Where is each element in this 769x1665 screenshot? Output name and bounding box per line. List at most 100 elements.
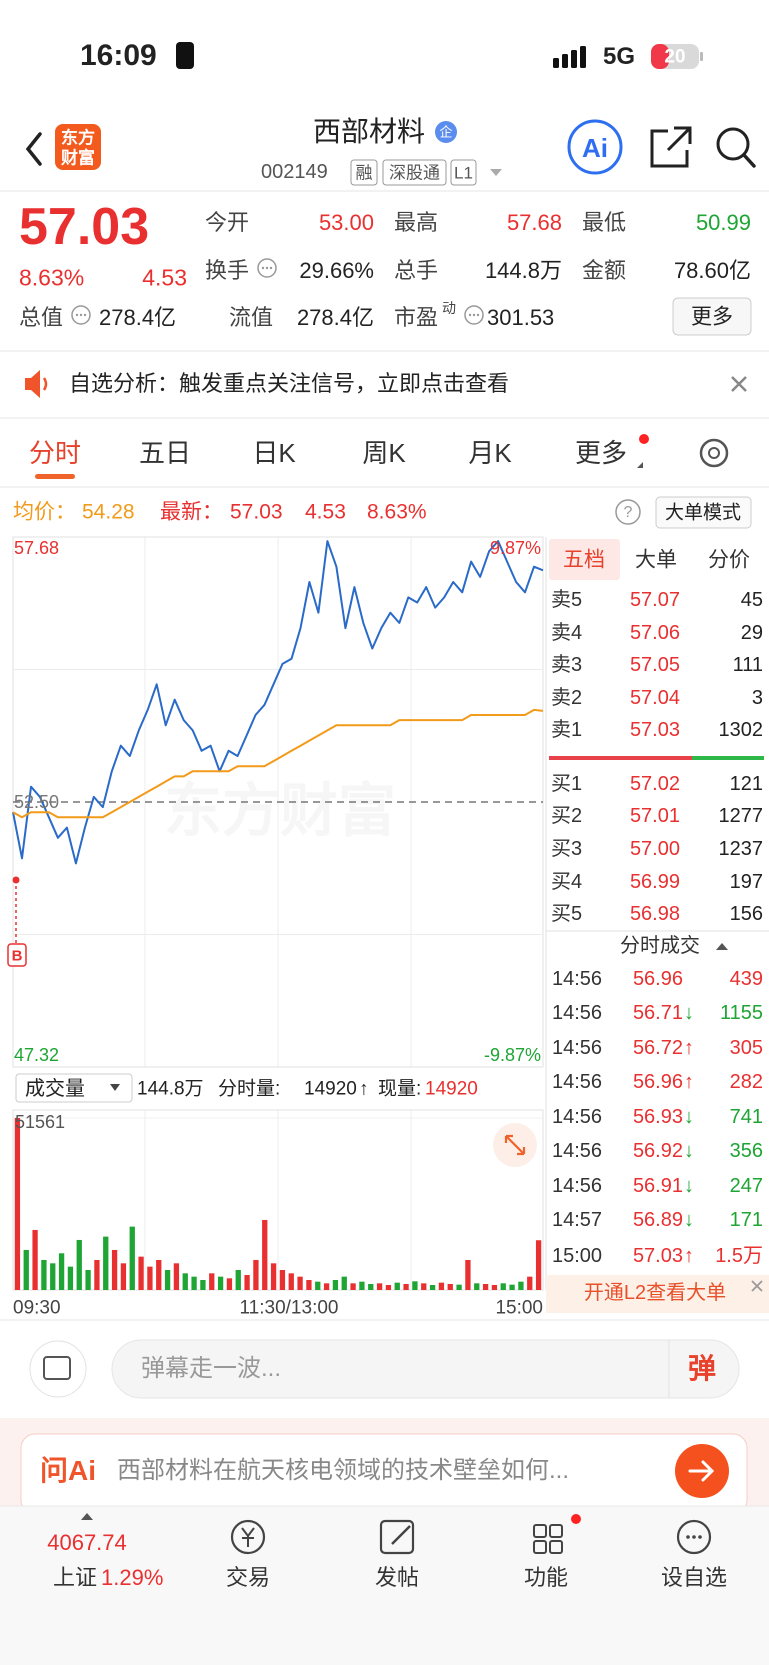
more-button[interactable] — [672, 297, 752, 336]
status-time: 16:09 — [80, 39, 157, 72]
x-label: 09:30 — [13, 1297, 61, 1319]
period-tab[interactable]: 更多 — [574, 438, 628, 468]
comment-settings[interactable] — [29, 1340, 87, 1398]
volume-bar — [491, 1284, 498, 1290]
trade-volume: 305 — [729, 1037, 763, 1059]
trade-time: 14:56 — [552, 1140, 603, 1162]
volume-bar — [85, 1269, 91, 1290]
volume-bar — [270, 1263, 277, 1290]
nav-item[interactable]: 交易 — [225, 1565, 271, 1590]
banner-close[interactable] — [751, 1280, 763, 1292]
function-icon — [549, 1524, 563, 1538]
l2-banner-text[interactable]: 开通L2查看大单 — [583, 1282, 727, 1304]
nav-item[interactable]: 设自选 — [660, 1565, 728, 1590]
volume-bar — [50, 1263, 56, 1290]
mode-text[interactable]: 大单模式 — [664, 502, 742, 524]
current-volume-label: 现量: — [378, 1078, 422, 1100]
help-icon[interactable] — [615, 499, 641, 525]
nav-item[interactable]: 功能 — [523, 1565, 569, 1590]
search-button[interactable] — [716, 127, 750, 161]
current-volume-value: 14920 — [425, 1078, 478, 1100]
tag-box — [350, 159, 378, 186]
index-value[interactable]: 4067.74 — [47, 1530, 127, 1555]
volume-bar — [262, 1219, 268, 1290]
book-price: 57.00 — [629, 838, 680, 860]
trade-arrow: ↓ — [684, 1209, 694, 1231]
more-text[interactable]: 更多 — [691, 305, 733, 329]
ai-prompt[interactable]: 西部材料在航天核电领域的技术壁垒如何... — [117, 1457, 570, 1484]
info-dot — [269, 266, 273, 270]
y-tick-label: 57.68 — [14, 538, 60, 558]
settings-button[interactable] — [699, 438, 729, 468]
book-tab[interactable]: 分价 — [708, 548, 750, 572]
volume-bar — [394, 1282, 400, 1290]
stat-label: 流值 — [229, 305, 274, 330]
volume-bar — [41, 1259, 47, 1290]
volume-selector[interactable] — [15, 1073, 133, 1103]
back-button[interactable] — [25, 132, 42, 166]
function-icon — [533, 1524, 547, 1538]
share-button[interactable] — [650, 126, 692, 168]
watch-icon-dot — [686, 1535, 690, 1539]
avg-price-line — [12, 708, 544, 819]
stat-value: 301.53 — [487, 305, 555, 330]
watch-icon-dot — [698, 1535, 702, 1539]
last-label: 最新： — [160, 500, 223, 524]
danmaku-button[interactable]: 弹 — [687, 1353, 717, 1384]
mode-button[interactable] — [655, 496, 752, 529]
trade-time: 14:56 — [552, 1106, 603, 1128]
info-dot — [75, 313, 79, 317]
stat-label: 换手 — [205, 258, 250, 283]
trade-arrow: ↑ — [684, 1071, 694, 1093]
trade-time: 14:56 — [552, 1175, 603, 1197]
comment-icon — [43, 1356, 71, 1380]
period-tab[interactable]: 周K — [362, 438, 406, 468]
l2-banner[interactable] — [546, 1275, 769, 1313]
battery-level — [651, 44, 669, 69]
period-tab[interactable]: 分时 — [28, 438, 82, 468]
nav-item[interactable]: 发帖 — [374, 1565, 420, 1590]
network-label: 5G — [603, 43, 636, 70]
book-tab[interactable]: 五档 — [563, 548, 605, 572]
info-icon[interactable] — [257, 258, 277, 278]
post-icon-pen — [391, 1525, 411, 1545]
info-icon[interactable] — [71, 305, 91, 325]
book-label: 卖5 — [551, 589, 583, 611]
book-tab[interactable]: 大单 — [635, 548, 677, 572]
x-label: 11:30/13:00 — [239, 1297, 339, 1319]
period-volume-label: 分时量: — [218, 1078, 281, 1100]
ai-button[interactable] — [567, 119, 623, 175]
notice-close[interactable] — [731, 376, 747, 392]
book-label: 卖1 — [551, 719, 583, 741]
new-dot — [639, 434, 649, 444]
app-logo — [55, 124, 101, 170]
more-corner — [637, 462, 643, 468]
volume-bar — [111, 1249, 118, 1290]
period-tab[interactable]: 五日 — [138, 438, 192, 468]
info-icon[interactable] — [464, 305, 484, 325]
period-tab[interactable]: 月K — [468, 438, 512, 468]
volume-bar — [341, 1276, 347, 1290]
expand-icon — [504, 1134, 526, 1156]
trade-volume: 247 — [729, 1175, 763, 1197]
volume-title[interactable]: 成交量 — [25, 1078, 85, 1100]
volume-bar — [376, 1283, 383, 1290]
badge-bg — [435, 121, 457, 143]
notice-text[interactable]: 自选分析：触发重点关注信号，立即点击查看 — [69, 371, 510, 396]
volume-bar — [447, 1283, 453, 1290]
period-tab[interactable]: 日K — [252, 438, 296, 468]
volume-bar — [156, 1259, 162, 1290]
comment-input[interactable] — [111, 1339, 740, 1399]
trade-time: 15:00 — [552, 1245, 603, 1267]
trade-arrow: ↓ — [684, 1140, 694, 1162]
volume-bar — [76, 1239, 82, 1290]
info-dot — [83, 313, 87, 317]
watch-icon-dot — [692, 1535, 696, 1539]
y-tick-label: 47.32 — [14, 1045, 60, 1065]
trade-arrow: ↑ — [684, 1245, 694, 1267]
book-volume: 121 — [729, 773, 763, 795]
trade-marker: B — [11, 947, 23, 965]
volume-bar — [535, 1240, 542, 1290]
ai-text: Ai — [582, 133, 608, 163]
